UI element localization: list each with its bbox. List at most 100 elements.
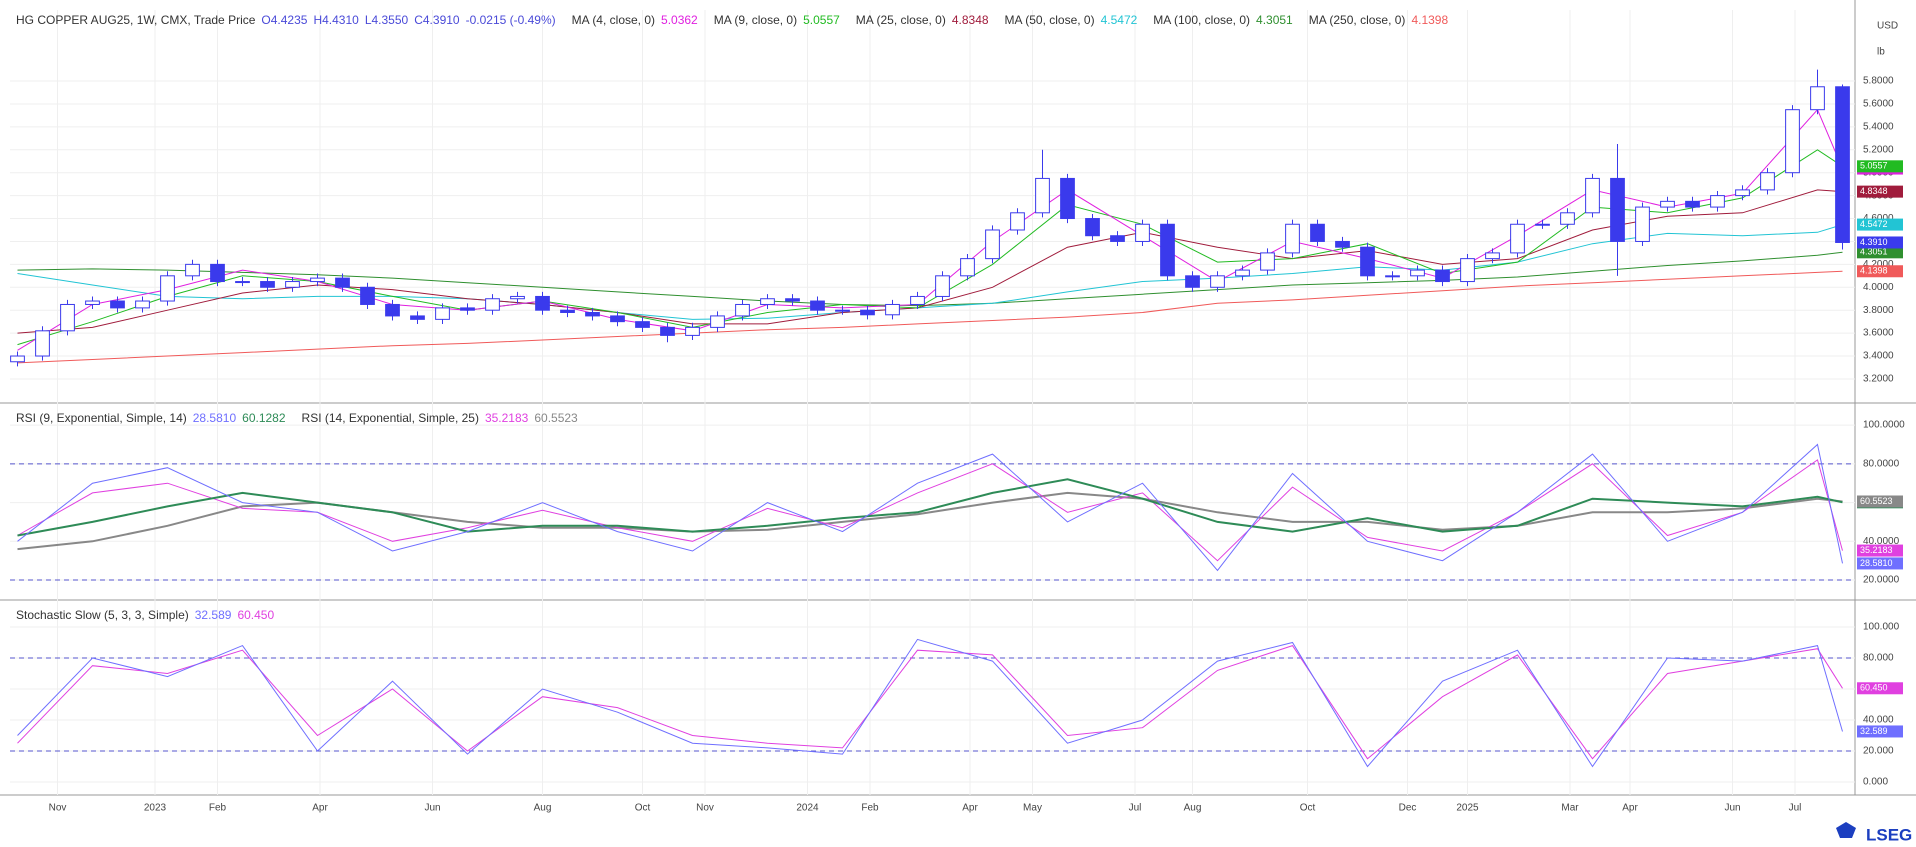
candle-body [85,300,100,305]
legend: RSI (9, Exponential, Simple, 14) 28.5810 6… [16,411,578,425]
legend-text: L4.3550 [365,13,409,27]
candle-body [1560,212,1575,225]
candle-body [1210,275,1225,288]
candle-body [1685,200,1700,208]
legend-text: 4.1398 [1411,13,1448,27]
x-tick-label: Jun [1724,803,1740,814]
indicator-line [17,645,1843,760]
candle-body [385,303,400,317]
value-badge [1857,218,1903,231]
candle-body [1060,177,1075,220]
x-tick-label: Mar [1561,803,1579,814]
legend-text: 4.5472 [1101,13,1138,27]
legend-text: -0.0215 (-0.49%) [466,13,556,27]
legend-text: 60.1282 [242,411,286,425]
candle-body [1235,269,1250,277]
candle-body [1110,235,1125,242]
y-tick-label: 5.2000 [1863,144,1894,155]
legend-text: MA (50, close, 0) [1005,13,1095,27]
candle-body [1785,109,1800,174]
candle-body [710,315,725,328]
legend-text: MA (250, close, 0) [1309,13,1406,27]
x-tick-label: Jul [1129,803,1142,814]
candle-body [1610,177,1625,242]
candle-body [1085,218,1100,237]
x-tick-label: Aug [534,803,552,814]
legend-text: MA (100, close, 0) [1153,13,1250,27]
value-badge [1857,185,1903,198]
candle-body [485,298,500,311]
candle-body [860,309,875,316]
candle-body [1635,206,1650,242]
candle-body [135,300,150,309]
candle-body [1410,269,1425,277]
y-tick-label: 5.8000 [1863,76,1894,87]
candle-body [885,303,900,316]
badge-label: 32.589 [1860,726,1888,736]
candle-body [1510,223,1525,254]
legend-text: MA (4, close, 0) [572,13,655,27]
y-tick-label: 40.000 [1863,715,1894,726]
candle-body [1260,252,1275,271]
legend-text: RSI (14, Exponential, Simple, 25) [302,411,479,425]
candle-body [1385,275,1400,278]
indicator-line [17,251,1843,307]
legend-text: H4.4310 [313,13,359,27]
y-tick-label: 20.000 [1863,746,1894,757]
candle-body [335,277,350,288]
candle-body [660,326,675,336]
candle-body [760,298,775,305]
x-tick-label: Jul [1789,803,1802,814]
y-tick-label: 80.0000 [1863,458,1900,469]
candle-body [835,309,850,312]
x-tick-label: Nov [49,803,67,814]
legend-text: 4.8348 [952,13,989,27]
candle-body [110,300,125,309]
x-tick-label: Dec [1399,803,1417,814]
legend-text: 5.0362 [661,13,698,27]
y-tick-label: 4.2000 [1863,259,1894,270]
legend-text: Stochastic Slow (5, 3, 3, Simple) [16,608,189,622]
candle-body [435,307,450,320]
candle-body [1435,269,1450,283]
candle-body [1335,240,1350,248]
logo: LSEG [1866,825,1912,844]
y-tick-label: 40.0000 [1863,536,1900,547]
candle-body [1660,200,1675,208]
x-tick-label: 2024 [796,803,819,814]
value-badge [1857,495,1903,508]
candle-body [310,277,325,283]
badge-label: 4.8348 [1860,186,1888,196]
candle-body [285,281,300,288]
candle-body [260,281,275,288]
y-tick-label: 4.0000 [1863,282,1894,293]
x-tick-label: Jun [424,803,440,814]
unit-label: lb [1877,47,1885,58]
legend-text: 35.2183 [485,411,529,425]
legend: Stochastic Slow (5, 3, 3, Simple) 32.589 6… [16,608,274,622]
candle-body [1160,223,1175,277]
indicator-line [17,638,1843,768]
logo-icon [1836,822,1856,838]
x-tick-label: Aug [1184,803,1202,814]
candle-body [585,311,600,317]
indicator-line [17,443,1843,572]
candle-body [610,315,625,323]
candle-body [960,258,975,277]
candle-body [1035,177,1050,214]
legend-text: 60.5523 [534,411,578,425]
x-tick-label: Apr [312,803,328,814]
candle-body [1310,223,1325,242]
candle-body [635,321,650,328]
x-tick-label: Feb [861,803,879,814]
candle-body [785,298,800,302]
value-badge [1857,557,1903,570]
value-badge [1857,265,1903,278]
y-tick-label: 3.2000 [1863,374,1894,385]
x-tick-label: Oct [1300,803,1316,814]
legend-text: 60.450 [237,608,274,622]
legend-text: O4.4235 [261,13,307,27]
y-tick-label: 80.000 [1863,653,1894,664]
indicator-line [17,478,1843,537]
candle-body [1360,246,1375,277]
